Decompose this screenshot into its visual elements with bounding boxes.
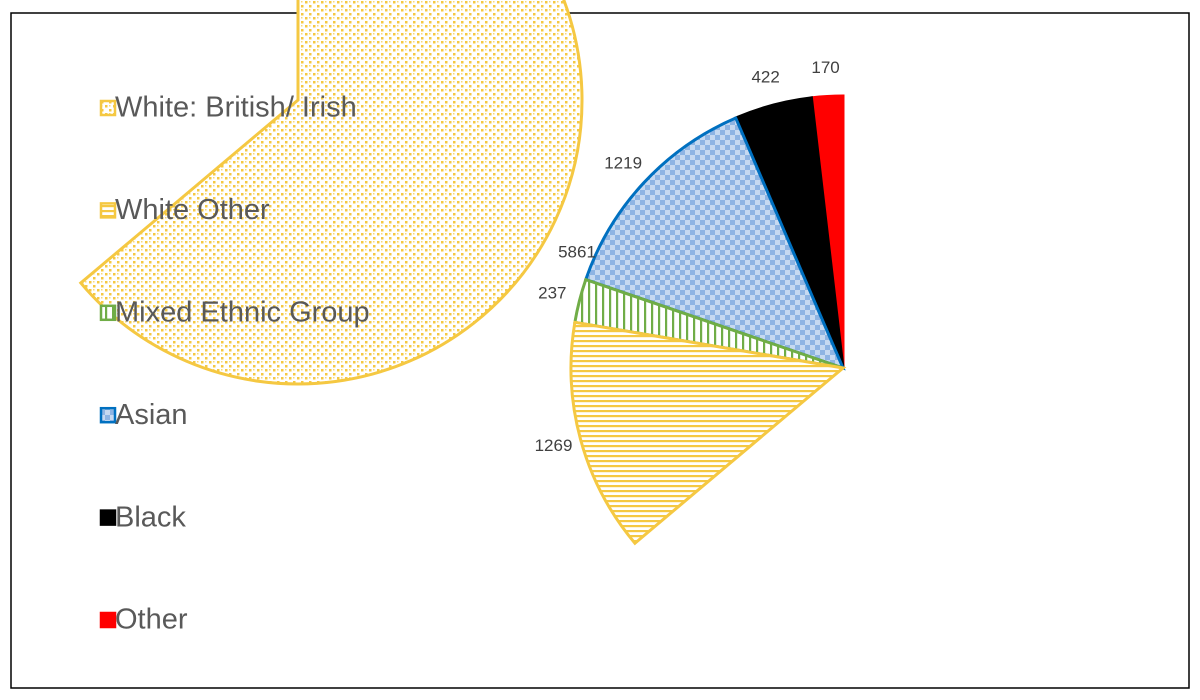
data-label: 170 [811, 58, 839, 77]
legend-swatch [99, 99, 117, 117]
legend-label: Black [115, 501, 186, 533]
legend-swatch [99, 304, 117, 322]
legend-label: Asian [115, 399, 188, 431]
legend-swatch [99, 611, 117, 629]
data-label: 5861 [558, 242, 596, 261]
frame [10, 12, 1190, 689]
pie-slice [78, 0, 584, 386]
legend-label: Mixed Ethnic Group [115, 296, 370, 328]
data-label: 422 [751, 68, 779, 87]
legend-swatch [99, 202, 117, 219]
pie-slice [569, 320, 847, 546]
legend-label: White Other [115, 194, 270, 226]
data-label: 237 [538, 283, 566, 302]
legend-label: Other [115, 604, 188, 636]
legend-swatch [99, 406, 117, 424]
legend-label: White: British/ Irish [115, 92, 357, 124]
data-label: 1219 [604, 153, 642, 172]
data-label: 1269 [535, 436, 573, 455]
pie-slice [583, 116, 846, 371]
legend-swatch [99, 509, 117, 526]
